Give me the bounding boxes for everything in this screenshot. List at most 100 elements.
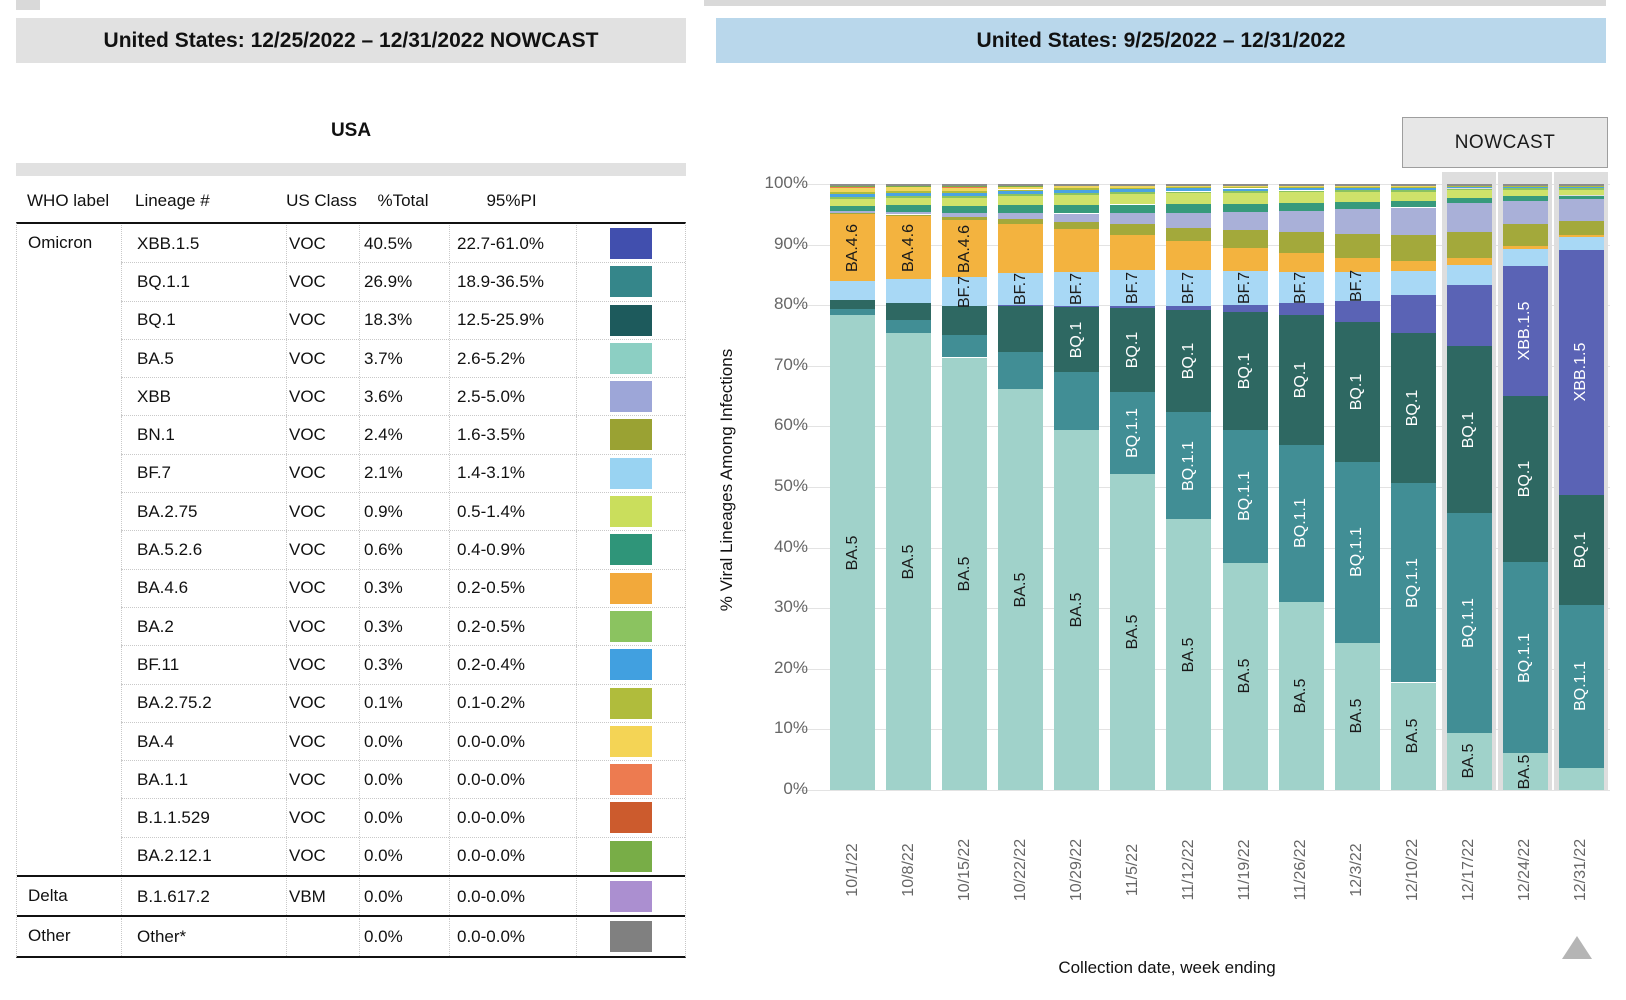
bar-segment[interactable] [1278,232,1324,254]
bar-segment[interactable] [1110,189,1156,193]
bar-segment[interactable] [998,186,1044,190]
bar-segment[interactable] [1446,264,1492,286]
bar-segment[interactable] [1334,258,1380,272]
bar-segment[interactable] [1446,258,1492,265]
bar-segment[interactable] [886,186,932,187]
bar-segment[interactable] [1446,184,1492,186]
bar-segment[interactable] [1110,270,1156,306]
bar-segment[interactable] [1054,221,1100,229]
bar-segment[interactable] [1166,241,1212,271]
bar-segment[interactable] [1222,429,1268,563]
bar-segment[interactable] [1558,605,1604,768]
bar-segment[interactable] [1390,186,1436,188]
bar-segment[interactable] [942,190,988,193]
bar-segment[interactable] [1446,186,1492,189]
bar-segment[interactable] [942,335,988,358]
bar-segment[interactable] [1166,188,1212,192]
bar-segment[interactable] [1446,188,1492,191]
bar-segment[interactable] [1446,203,1492,232]
bar-segment[interactable] [1110,192,1156,194]
bar-segment[interactable] [886,187,932,192]
bar-segment[interactable] [1166,412,1212,520]
bar-segment[interactable] [998,185,1044,187]
bar-segment[interactable] [830,187,875,193]
bar-segment[interactable] [1278,303,1324,316]
bar-segment[interactable] [1334,208,1380,234]
bar-segment[interactable] [830,212,875,214]
bar-segment[interactable] [1334,271,1380,301]
bar-segment[interactable] [1222,193,1268,204]
bar-segment[interactable] [886,216,932,280]
bar-segment[interactable] [830,194,875,198]
bar-segment[interactable] [886,333,932,790]
bar-segment[interactable] [942,195,988,198]
bar-segment[interactable] [1390,207,1436,235]
bar-segment[interactable] [1110,391,1156,474]
bar-segment[interactable] [1110,213,1156,225]
bar-segment[interactable] [1390,260,1436,271]
bar-segment[interactable] [886,212,932,215]
bar-segment[interactable] [1334,461,1380,643]
bar-segment[interactable] [1390,189,1436,192]
bar-segment[interactable] [1558,199,1604,221]
bar-segment[interactable] [1390,270,1436,296]
bar-segment[interactable] [1278,184,1324,186]
bar-segment[interactable] [1334,187,1380,190]
bar-segment[interactable] [1278,253,1324,272]
bar-segment[interactable] [1278,210,1324,232]
bar-segment[interactable] [1278,601,1324,790]
bar-segment[interactable] [1054,184,1100,186]
bar-segment[interactable] [1222,312,1268,430]
bar-segment[interactable] [1502,266,1548,396]
bar-segment[interactable] [998,305,1044,353]
bar-segment[interactable] [1334,321,1380,462]
bar-segment[interactable] [1222,212,1268,231]
bar-segment[interactable] [998,352,1044,389]
bar-segment[interactable] [1558,235,1604,238]
bar-segment[interactable] [998,194,1044,197]
bar-segment[interactable] [1054,193,1100,195]
bar-segment[interactable] [1502,200,1548,224]
bar-segment[interactable] [1390,483,1436,683]
bar-segment[interactable] [1222,304,1268,312]
bar-segment[interactable] [1166,213,1212,228]
bar-segment[interactable] [1334,186,1380,188]
bar-segment[interactable] [1222,271,1268,305]
bar-segment[interactable] [942,185,988,187]
bar-segment[interactable] [1278,271,1324,304]
bar-segment[interactable] [1558,220,1604,236]
bar-segment[interactable] [1054,271,1100,306]
bar-segment[interactable] [998,189,1044,192]
bar-segment[interactable] [886,191,932,194]
bar-segment[interactable] [1222,191,1268,193]
bar-segment[interactable] [1558,188,1604,190]
bar-segment[interactable] [998,213,1044,219]
bar-segment[interactable] [942,213,988,217]
bar-segment[interactable] [1110,305,1156,309]
bar-segment[interactable] [942,187,988,191]
bar-segment[interactable] [1334,184,1380,186]
bar-segment[interactable] [998,218,1044,224]
bar-segment[interactable] [942,205,988,213]
bar-segment[interactable] [1054,190,1100,194]
bar-segment[interactable] [830,211,875,213]
bar-segment[interactable] [1502,186,1548,189]
bar-segment[interactable] [942,184,988,186]
bar-segment[interactable] [942,277,988,306]
bar-segment[interactable] [998,389,1044,790]
bar-segment[interactable] [942,216,988,220]
bar-segment[interactable] [942,192,988,196]
bar-segment[interactable] [1390,187,1436,190]
bar-segment[interactable] [886,193,932,197]
bar-segment[interactable] [1334,300,1380,322]
bar-segment[interactable] [830,184,875,186]
bar-segment[interactable] [998,273,1044,306]
bar-segment[interactable] [942,219,988,278]
bar-segment[interactable] [1390,200,1436,208]
bar-segment[interactable] [1278,202,1324,211]
bar-segment[interactable] [1334,191,1380,202]
bar-segment[interactable] [1446,231,1492,259]
bar-segment[interactable] [998,205,1044,214]
bar-segment[interactable] [1054,213,1100,222]
bar-segment[interactable] [1110,308,1156,392]
